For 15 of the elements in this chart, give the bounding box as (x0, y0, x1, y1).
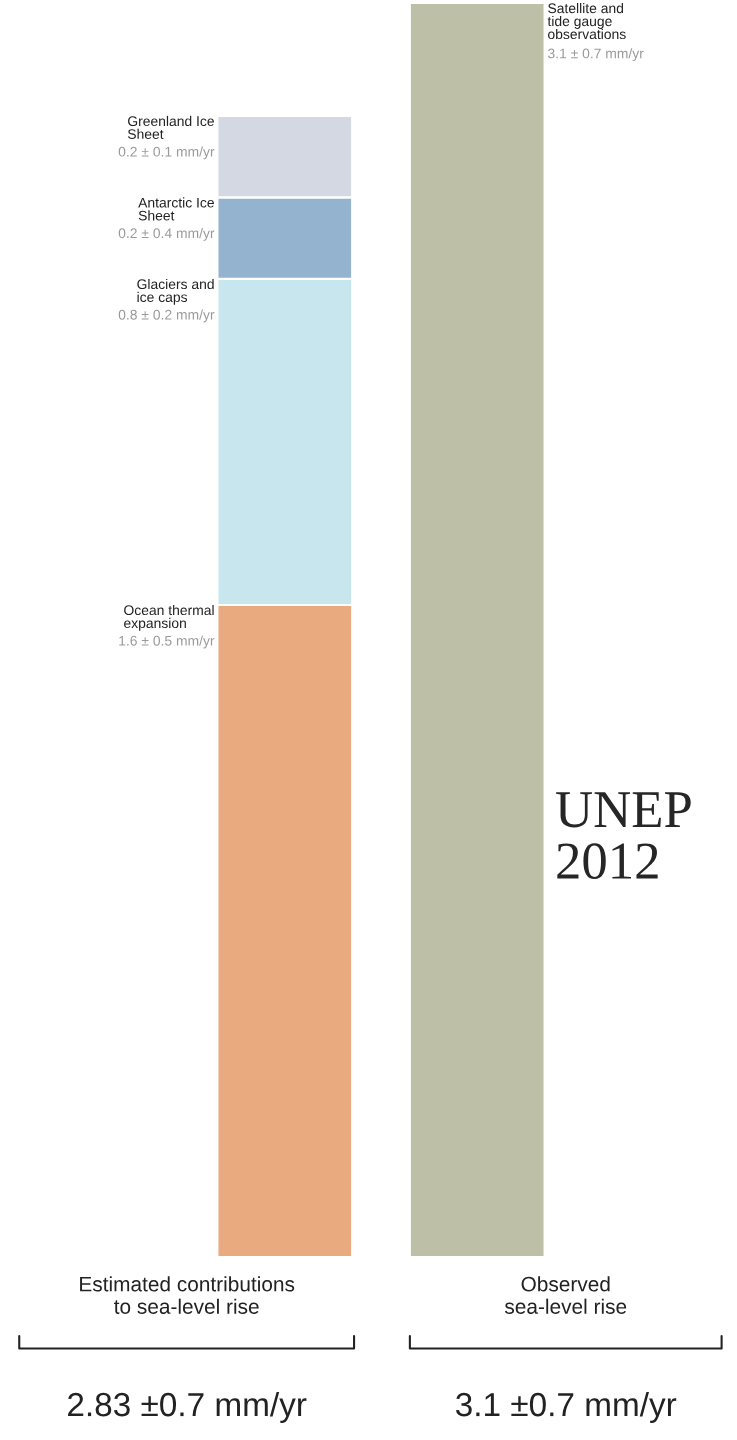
annotation: 0.2 ± 0.4 mm/yr (118, 227, 215, 241)
text: 3.1 ±0.7 mm/yr (455, 1391, 677, 1424)
text: 2.83 ±0.7 mm/yr (68, 1391, 307, 1424)
annotation: 0.2 ± 0.1 mm/yr (118, 146, 215, 160)
x-tick-label: Observed sea-level rise (504, 1276, 627, 1314)
series-label: Satellite and tide gauge observations (547, 3, 626, 40)
series-label: Glaciers and ice caps (137, 278, 214, 305)
annotation: 0.8 ± 0.2 mm/yr (118, 309, 215, 323)
series-label: Antarctic Ice Sheet (138, 197, 214, 221)
annotation: 3.1 ± 0.7 mm/yr (547, 48, 644, 62)
annotation: UNEP 2012 (556, 792, 691, 879)
series-label: Greenland Ice Sheet (127, 115, 214, 140)
annotation: 1.6 ± 0.5 mm/yr (119, 635, 215, 649)
series-label: Ocean thermal expansion (124, 604, 214, 631)
x-tick-label: Estimated contributions to sea-level rise (80, 1276, 295, 1314)
